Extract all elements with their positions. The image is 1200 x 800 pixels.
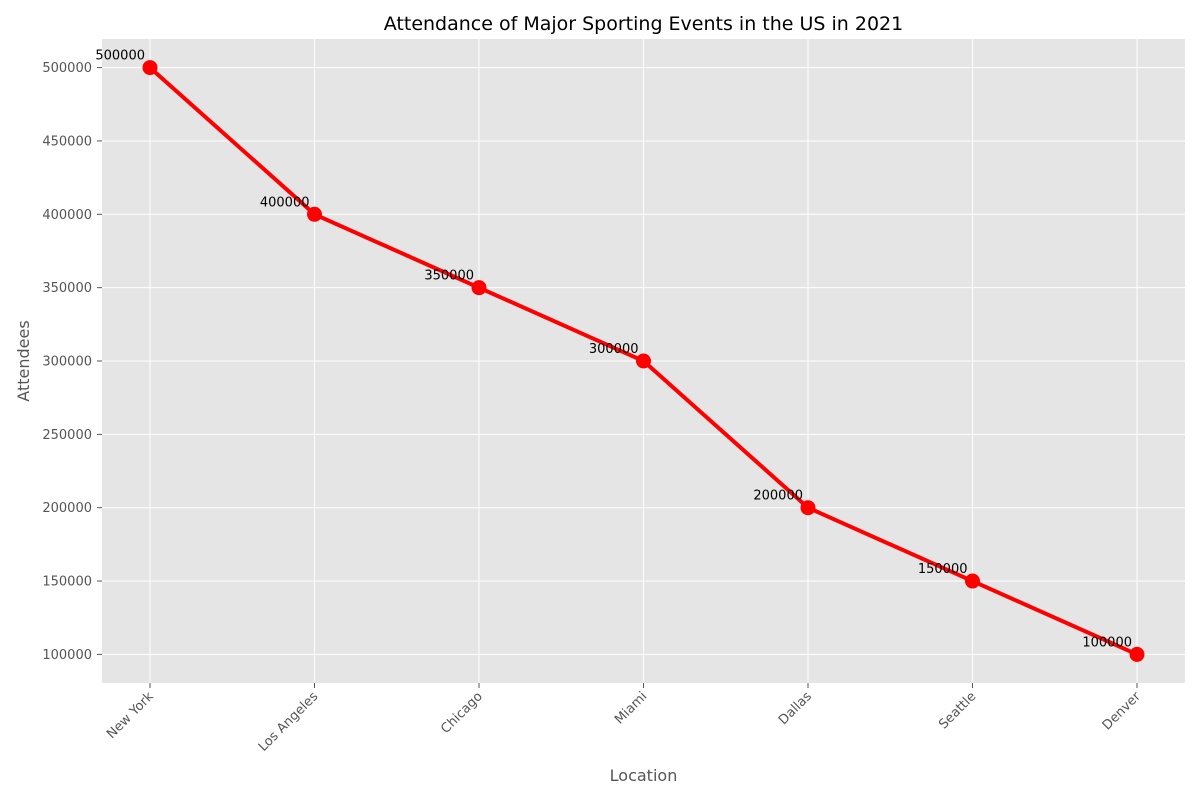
x-axis-title: Location <box>610 766 678 785</box>
x-tick-label: Dallas <box>776 689 815 728</box>
y-tick-label: 500000 <box>42 61 92 76</box>
data-label: 500000 <box>95 49 145 64</box>
y-tick-label: 350000 <box>42 281 92 296</box>
data-labels: 500000 400000 350000 300000 200000 150000 1000… <box>95 49 1132 651</box>
data-label: 100000 <box>1082 635 1132 650</box>
data-point <box>1129 646 1145 662</box>
y-tick-label: 250000 <box>42 428 92 443</box>
data-label: 300000 <box>589 342 639 357</box>
data-label: 350000 <box>424 269 474 284</box>
data-point <box>307 206 322 222</box>
y-tick-label: 450000 <box>42 134 92 149</box>
data-point <box>142 60 158 76</box>
chart-title: Attendance of Major Sporting Events in t… <box>384 13 903 35</box>
x-tick-label: Chicago <box>438 689 486 737</box>
y-tick-label: 100000 <box>42 648 92 663</box>
grid <box>102 39 1185 683</box>
data-point <box>965 573 980 589</box>
y-tick-label: 400000 <box>42 208 92 223</box>
y-tick-label: 150000 <box>42 575 92 590</box>
data-label: 150000 <box>918 562 968 577</box>
data-label: 400000 <box>260 195 310 210</box>
x-tick-label: Los Angeles <box>256 689 322 755</box>
data-label: 200000 <box>753 489 803 504</box>
x-tick-label: New York <box>104 689 157 742</box>
x-tick-label: Seattle <box>936 689 979 732</box>
y-axis-title: Attendees <box>14 320 33 401</box>
y-tick-label: 200000 <box>42 501 92 516</box>
series <box>142 60 1145 662</box>
data-point <box>800 500 816 516</box>
y-tick-label: 300000 <box>42 355 92 370</box>
data-point <box>471 280 487 296</box>
x-tick-label: Miami <box>612 689 650 727</box>
data-point <box>636 353 651 369</box>
x-tick-label: Denver <box>1100 689 1145 734</box>
